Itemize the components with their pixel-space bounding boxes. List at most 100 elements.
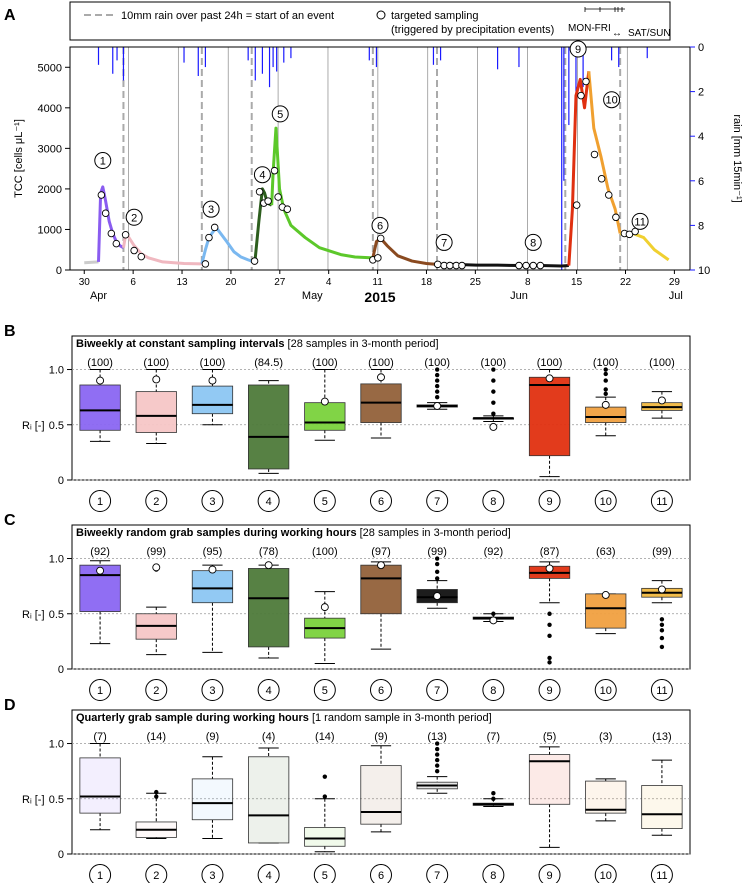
targeted-sample-marker: [96, 376, 105, 385]
category-label: 4: [266, 685, 272, 697]
category-circle: [257, 679, 280, 701]
event-label: 5: [277, 109, 283, 121]
event-label: 7: [441, 237, 447, 249]
category-circle: [426, 864, 449, 883]
sample-count-label: (97): [371, 546, 391, 558]
event-label-circle: [371, 216, 389, 234]
category-label: 3: [209, 870, 215, 882]
month-label: May: [302, 290, 323, 302]
sample-count-label: (13): [652, 731, 672, 743]
x-tick-label: 6: [130, 277, 136, 288]
event-label-circle: [524, 233, 542, 251]
sample-count-label: (95): [203, 546, 223, 558]
sample-count-label: (87): [540, 546, 560, 558]
category-circle: [538, 490, 561, 512]
outlier-point: [547, 655, 552, 661]
series-event10: [587, 71, 622, 234]
sample-point: [255, 187, 264, 196]
category-circle: [370, 490, 392, 512]
targeted-sample-marker: [377, 561, 385, 570]
outlier-point: [491, 796, 496, 801]
panel-letter-d: D: [4, 697, 16, 714]
box-1: [79, 384, 121, 431]
sample-count-label: (100): [312, 546, 338, 558]
legend-weekday-label: MON-FRI: [568, 23, 611, 34]
outlier-point: [434, 389, 440, 394]
targeted-sample-marker: [657, 396, 666, 405]
sample-count-label: (14): [146, 731, 166, 743]
targeted-sample-marker: [489, 616, 498, 625]
panel-c: C Biweekly random grab samples during wor…: [4, 512, 691, 701]
y-axis-label: Rᵢ [-]: [22, 794, 45, 806]
sample-count-label: (14): [315, 731, 335, 743]
sample-count-label: (100): [143, 357, 169, 369]
sample-point: [376, 234, 385, 243]
sample-point: [264, 197, 272, 205]
category-label: 1: [97, 685, 103, 697]
sample-count-label: (92): [484, 546, 504, 558]
series-event9: [567, 71, 591, 266]
sample-count-label: (100): [593, 357, 619, 369]
category-label: 3: [209, 685, 215, 697]
outlier-point: [659, 644, 665, 650]
category-circle: [89, 864, 112, 883]
y-tick-label: 2000: [38, 184, 62, 196]
sample-count-label: (78): [259, 546, 279, 558]
sample-point: [590, 150, 599, 159]
sample-point: [205, 233, 213, 242]
event-label-circle: [569, 40, 587, 58]
sample-count-label: (100): [537, 357, 563, 369]
sample-point: [446, 261, 454, 270]
targeted-sample-marker: [433, 402, 442, 410]
outlier-point: [434, 378, 440, 383]
category-label: 5: [322, 870, 328, 882]
category-label: 6: [378, 496, 384, 508]
rain-tick-label: 8: [698, 220, 704, 232]
panel-letter-c: C: [4, 512, 16, 529]
category-circle: [201, 490, 224, 512]
box-4: [248, 384, 290, 470]
category-circle: [482, 490, 505, 512]
rain-tick-label: 2: [698, 87, 704, 99]
legend-circle-marker: [376, 10, 386, 20]
legend-dashed-label: 10mm rain over past 24h = start of an ev…: [121, 10, 334, 22]
legend-week-ticks-icon: [584, 7, 625, 12]
sample-point: [605, 191, 613, 199]
rain-tick-label: 6: [698, 176, 704, 188]
category-label: 5: [322, 496, 328, 508]
box-3: [191, 385, 234, 415]
y-tick-label: 0: [58, 664, 64, 676]
sample-count-label: (99): [652, 546, 672, 558]
outlier-point: [434, 569, 440, 574]
category-label: 8: [490, 870, 496, 882]
sample-point: [522, 261, 530, 270]
category-label: 7: [434, 870, 440, 882]
category-circle: [370, 864, 392, 883]
y-tick-label: 0: [56, 265, 62, 277]
x-tick-label: 15: [571, 277, 583, 288]
x-tick-label: 27: [274, 277, 286, 288]
outlier-point: [154, 789, 159, 795]
panel-a: 1 2 3 4 5 6 7 8 9 10 11 0 1000 2000 3000 4000 5000 TCC [c…: [13, 40, 743, 305]
rain-axis-label: rain [mm 15min⁻¹]: [731, 114, 743, 202]
sample-count-label: (84.5): [254, 357, 283, 369]
y-tick-label: 0: [58, 475, 64, 487]
outlier-point: [603, 367, 608, 372]
sample-point: [201, 260, 210, 268]
x-tick-label: 13: [176, 277, 188, 288]
sample-count-label: (9): [374, 731, 387, 743]
category-label: 1: [97, 870, 103, 882]
sample-point: [210, 223, 219, 232]
plot-frame-a: [69, 46, 691, 271]
sample-count-label: (92): [90, 546, 110, 558]
rain-tick-label: 4: [698, 131, 704, 143]
legend-circle-sublabel: (triggered by precipitation events): [391, 24, 554, 36]
sample-point: [572, 201, 581, 209]
sample-count-label: (100): [368, 357, 394, 369]
category-circle: [594, 679, 617, 701]
category-circle: [482, 679, 505, 701]
event-label-circle: [435, 233, 453, 251]
outlier-point: [547, 611, 552, 616]
sample-count-label: (7): [487, 731, 500, 743]
series-pre: [84, 260, 99, 265]
